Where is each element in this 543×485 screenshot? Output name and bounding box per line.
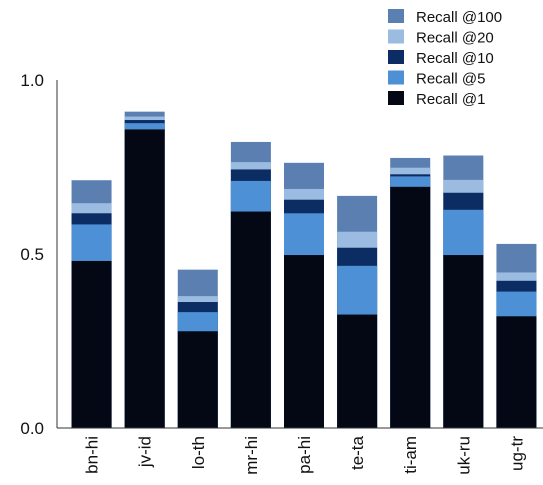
legend-swatch	[388, 9, 404, 23]
x-tick-label: mr-hi	[242, 436, 261, 475]
bar-stack-bn-hi	[71, 180, 112, 428]
bar-stacks	[71, 111, 537, 429]
bar-recall-1-te-ta	[337, 314, 378, 428]
bar-stack-mr-hi	[230, 141, 271, 429]
legend: Recall @100 Recall @20 Recall @10 Recall @5…	[388, 9, 502, 108]
bar-recall-1-ug-tr	[496, 316, 537, 428]
bar-recall-1-jv-id	[124, 129, 165, 428]
legend-swatch	[388, 70, 404, 85]
y-tick-label: 1.0	[20, 71, 44, 90]
bar-recall-1-lo-th	[177, 331, 218, 428]
x-tick-label: jv-id	[136, 436, 155, 468]
bar-stack-uk-ru	[443, 155, 484, 429]
bar-stack-pa-hi	[284, 162, 324, 428]
x-tick-label: lo-th	[189, 436, 208, 469]
legend-swatch	[388, 91, 404, 105]
legend-label: Recall @1	[416, 91, 485, 108]
bar-stack-jv-id	[124, 111, 165, 429]
legend-swatch	[388, 50, 404, 64]
axes	[56, 80, 543, 429]
legend-label: Recall @10	[416, 50, 494, 67]
bar-stack-ug-tr	[496, 243, 537, 428]
bar-recall-1-pa-hi	[284, 255, 324, 428]
y-tick-label: 0.0	[20, 419, 44, 438]
bar-recall-1-mr-hi	[230, 211, 271, 428]
y-tick-labels: 0.0 0.5 1.0	[20, 71, 44, 438]
bar-recall-1-uk-ru	[443, 255, 484, 428]
x-tick-label: ug-tr	[507, 436, 526, 471]
legend-label: Recall @5	[416, 71, 485, 88]
bar-stack-te-ta	[337, 195, 378, 428]
legend-swatch	[388, 29, 404, 44]
bar-recall-1-bn-hi	[71, 260, 112, 428]
x-tick-label: ti-am	[401, 436, 420, 474]
bar-stack-lo-th	[177, 269, 218, 428]
legend-label: Recall @20	[416, 30, 494, 47]
bar-stack-ti-am	[390, 157, 431, 429]
y-tick-label: 0.5	[20, 245, 44, 264]
x-tick-label: te-ta	[348, 435, 367, 470]
x-tick-label: uk-ru	[454, 436, 473, 475]
bar-recall-1-ti-am	[390, 186, 431, 428]
x-tick-label: pa-hi	[295, 436, 314, 474]
x-tick-label: bn-hi	[83, 436, 102, 474]
x-tick-labels: bn-hi jv-id lo-th mr-hi pa-hi te-ta ti-am uk-ru…	[83, 435, 527, 474]
legend-label: Recall @100	[416, 9, 502, 26]
